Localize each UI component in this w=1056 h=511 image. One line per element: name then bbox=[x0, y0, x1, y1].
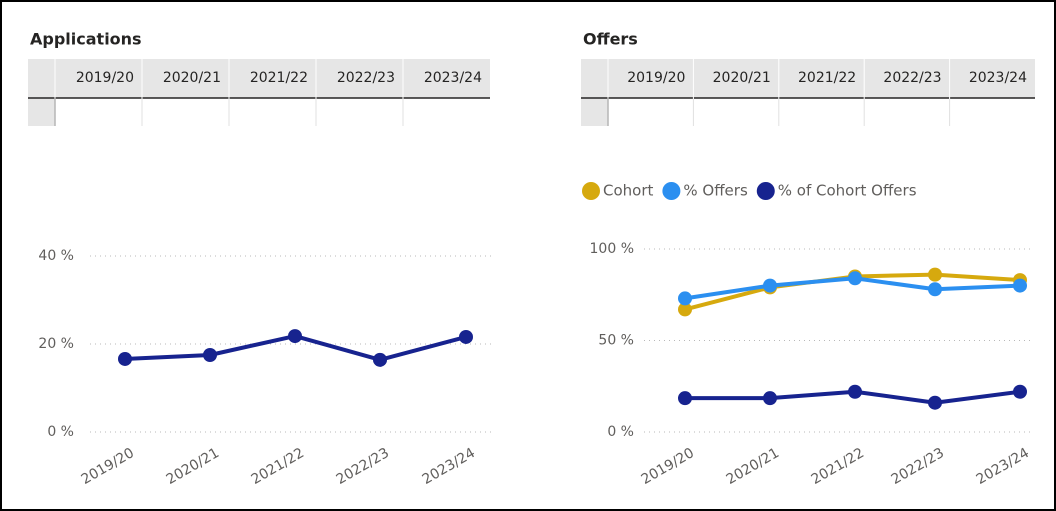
y-tick-label: 40 % bbox=[38, 248, 74, 264]
data-point bbox=[678, 291, 692, 306]
y-tick-label: 20 % bbox=[38, 336, 74, 352]
data-point bbox=[678, 391, 692, 406]
data-point bbox=[928, 395, 942, 410]
legend-label: % Offers bbox=[683, 182, 748, 200]
table-column-header: 2020/21 bbox=[713, 70, 771, 86]
data-point bbox=[1013, 278, 1027, 293]
table-row-header bbox=[581, 98, 608, 126]
table-column-header: 2020/21 bbox=[163, 70, 221, 86]
data-point bbox=[459, 329, 473, 344]
table-header bbox=[581, 59, 1035, 98]
data-point bbox=[118, 351, 132, 366]
y-tick-label: 0 % bbox=[47, 424, 74, 440]
y-tick-label: 100 % bbox=[590, 241, 634, 257]
data-point bbox=[763, 391, 777, 406]
table-column-header: 2022/23 bbox=[883, 70, 941, 86]
legend-label: % of Cohort Offers bbox=[778, 182, 917, 200]
data-point bbox=[848, 384, 862, 399]
data-point bbox=[928, 267, 942, 282]
panel-title: Applications bbox=[30, 30, 142, 49]
table-column-header: 2023/24 bbox=[969, 70, 1027, 86]
data-point bbox=[848, 271, 862, 286]
legend-swatch bbox=[662, 182, 681, 200]
table-column-header: 2019/20 bbox=[76, 70, 134, 86]
data-point bbox=[1013, 384, 1027, 399]
table-column-header: 2023/24 bbox=[424, 70, 482, 86]
data-point bbox=[203, 348, 217, 362]
panel-title: Offers bbox=[583, 30, 638, 49]
legend-label: Cohort bbox=[603, 182, 654, 200]
table-column-header: 2019/20 bbox=[627, 70, 685, 86]
legend-swatch bbox=[756, 182, 775, 200]
data-point bbox=[678, 302, 692, 317]
data-point bbox=[373, 352, 387, 367]
y-tick-label: 50 % bbox=[598, 333, 634, 349]
table-column-header: 2022/23 bbox=[337, 70, 395, 86]
data-point bbox=[928, 282, 942, 297]
y-tick-label: 0 % bbox=[607, 424, 634, 440]
table-column-header: 2021/22 bbox=[798, 70, 856, 86]
legend-swatch bbox=[582, 182, 600, 200]
table-row-header bbox=[28, 98, 55, 126]
data-point bbox=[763, 278, 777, 293]
table-column-header: 2021/22 bbox=[250, 70, 308, 86]
data-point bbox=[288, 329, 302, 344]
table-header bbox=[28, 59, 490, 98]
